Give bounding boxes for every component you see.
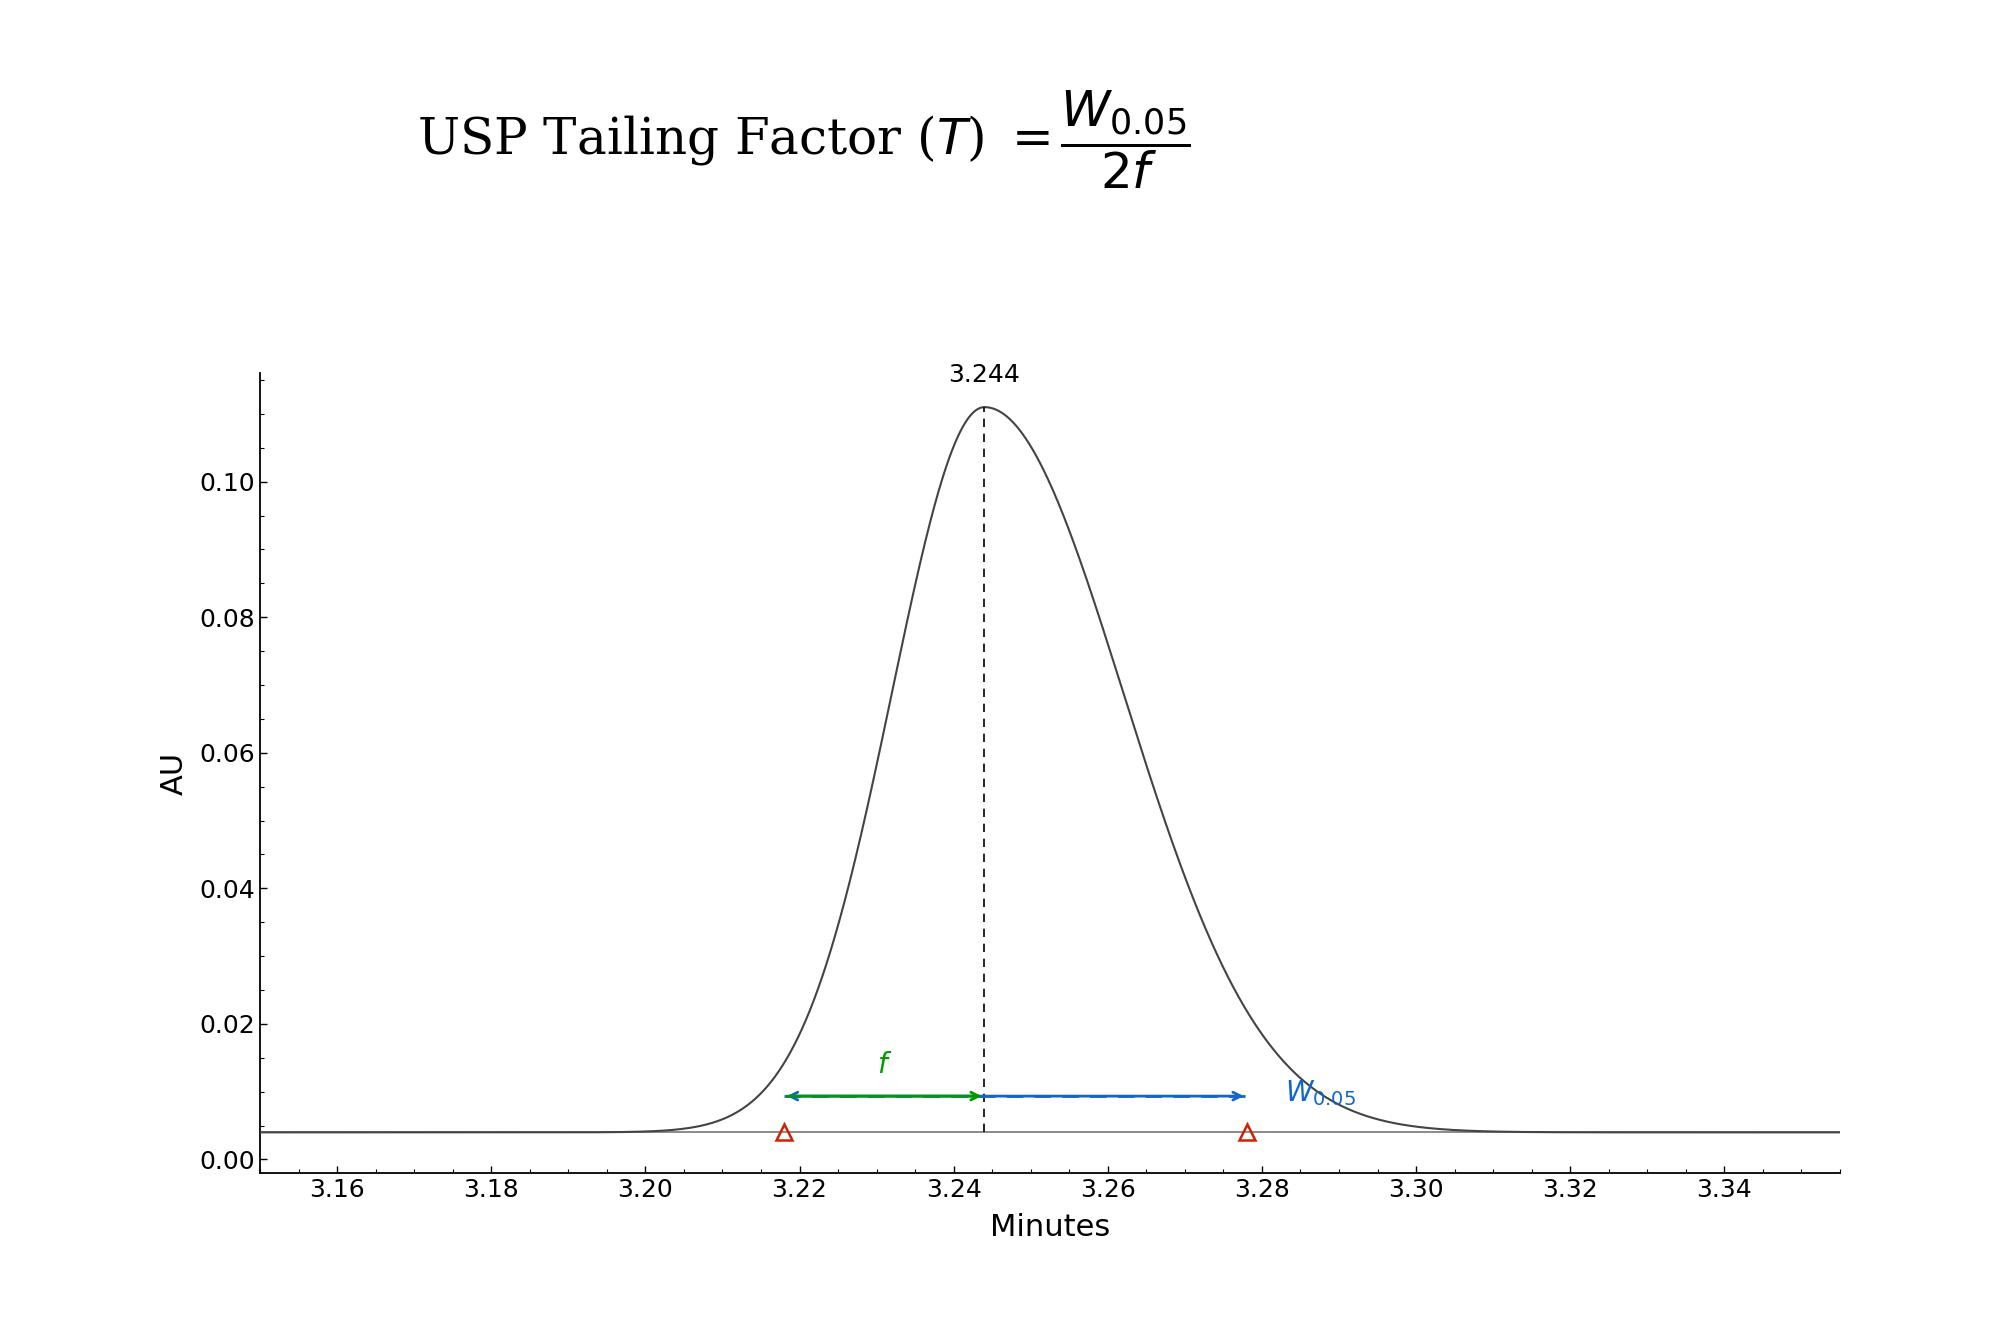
Y-axis label: AU: AU	[160, 752, 188, 794]
Text: 3.244: 3.244	[948, 363, 1020, 387]
Text: $W_{0.05}$: $W_{0.05}$	[1286, 1078, 1356, 1108]
Text: $\dfrac{W_{0.05}}{2f}$: $\dfrac{W_{0.05}}{2f}$	[1060, 89, 1190, 191]
X-axis label: Minutes: Minutes	[990, 1213, 1110, 1242]
Text: USP Tailing Factor ($T$) $=$: USP Tailing Factor ($T$) $=$	[416, 113, 1050, 167]
Text: $f$: $f$	[876, 1052, 892, 1080]
